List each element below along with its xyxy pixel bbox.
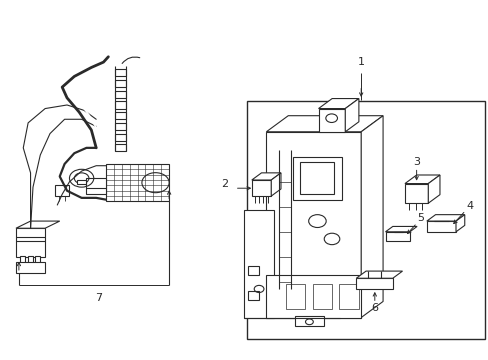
- Text: 1: 1: [357, 57, 364, 67]
- Polygon shape: [318, 99, 358, 109]
- Polygon shape: [426, 215, 464, 221]
- Bar: [294, 316, 324, 327]
- Bar: [339, 284, 358, 309]
- Text: 6: 6: [370, 303, 378, 313]
- Bar: [115, 144, 126, 152]
- Bar: [312, 284, 331, 309]
- Bar: [356, 278, 392, 289]
- Text: 5: 5: [416, 213, 423, 223]
- Bar: [115, 102, 126, 109]
- Polygon shape: [271, 173, 281, 196]
- Bar: [115, 112, 126, 119]
- Bar: [106, 164, 169, 202]
- Bar: [246, 102, 484, 339]
- Bar: [16, 262, 45, 273]
- Bar: [20, 256, 25, 264]
- Bar: [244, 210, 273, 318]
- Polygon shape: [266, 116, 382, 132]
- Bar: [115, 69, 126, 76]
- Bar: [16, 228, 45, 257]
- Bar: [28, 256, 32, 264]
- Bar: [86, 178, 106, 194]
- Text: 2: 2: [221, 179, 228, 189]
- Bar: [248, 291, 259, 300]
- Bar: [251, 180, 271, 196]
- Polygon shape: [345, 99, 358, 132]
- Text: 4: 4: [465, 201, 472, 211]
- Bar: [426, 221, 455, 232]
- Bar: [266, 275, 361, 318]
- Polygon shape: [404, 175, 439, 184]
- Bar: [292, 157, 341, 200]
- Bar: [248, 266, 259, 275]
- Bar: [55, 185, 69, 196]
- Bar: [318, 109, 345, 132]
- Bar: [35, 256, 40, 264]
- Bar: [285, 284, 305, 309]
- Bar: [115, 91, 126, 98]
- Polygon shape: [427, 175, 439, 203]
- Text: 3: 3: [412, 157, 419, 167]
- Bar: [385, 232, 409, 241]
- Polygon shape: [356, 271, 402, 278]
- Bar: [115, 80, 126, 87]
- Polygon shape: [16, 221, 60, 228]
- Bar: [115, 134, 126, 141]
- Text: 7: 7: [95, 293, 102, 303]
- Polygon shape: [385, 226, 416, 232]
- Polygon shape: [455, 215, 464, 232]
- Bar: [115, 123, 126, 130]
- Bar: [77, 180, 86, 184]
- Polygon shape: [361, 116, 382, 318]
- Bar: [300, 162, 334, 194]
- Bar: [266, 132, 361, 318]
- Bar: [404, 184, 427, 203]
- Polygon shape: [251, 173, 281, 180]
